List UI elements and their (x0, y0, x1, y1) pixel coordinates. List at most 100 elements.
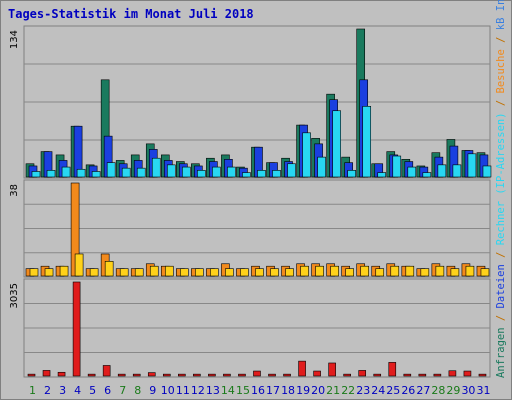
bar-kbytes-kb-day-6 (102, 365, 111, 377)
x-tick-label: 14 (221, 384, 235, 397)
bar-requests-rechner-day-14 (227, 166, 236, 178)
x-tick-label: 21 (326, 384, 340, 397)
bar-visits-rechner-day-18 (285, 268, 294, 277)
bar-kbytes-kb-day-1 (27, 373, 36, 377)
panel-requests: 134 (9, 25, 492, 179)
x-tick-label: 3 (59, 384, 66, 397)
bar-kbytes-kb-day-14 (223, 373, 231, 377)
x-tick-label: 2 (44, 384, 51, 397)
bar-visits-rechner-day-10 (164, 265, 174, 277)
legend-entry: / (495, 245, 507, 264)
bar-requests-rechner-day-7 (121, 167, 131, 178)
y-max-label: 134 (9, 30, 20, 49)
x-tick-label: 19 (296, 384, 310, 397)
bar-kbytes-kb-day-13 (208, 373, 216, 377)
bar-kbytes-kb-day-7 (117, 373, 126, 377)
x-tick-label: 29 (446, 384, 460, 397)
legend-entry: kB In (495, 0, 507, 30)
x-tick-label: 31 (476, 384, 490, 397)
legend-entry: Besuche (495, 49, 507, 93)
bar-kbytes-kb-day-17 (268, 373, 276, 377)
bar-requests-rechner-day-20 (317, 156, 326, 178)
x-tick-label: 4 (74, 384, 81, 397)
bar-requests-rechner-day-19 (302, 132, 311, 178)
bar-requests-rechner-day-23 (362, 106, 372, 178)
x-tick-label: 9 (149, 384, 156, 397)
x-tick-label: 1 (29, 384, 36, 397)
x-tick-label: 16 (251, 384, 265, 397)
x-tick-label: 28 (431, 384, 445, 397)
bar-kbytes-kb-day-19 (298, 360, 306, 377)
bar-visits-rechner-day-15 (240, 268, 249, 277)
bar-visits-rechner-day-1 (29, 268, 39, 277)
bar-visits-rechner-day-8 (134, 268, 144, 277)
bar-requests-rechner-day-21 (332, 110, 341, 178)
bar-kbytes-kb-day-27 (418, 373, 427, 377)
legend-entry: Dateien (495, 264, 507, 308)
bar-visits-rechner-day-22 (345, 268, 354, 277)
bar-requests-rechner-day-27 (422, 172, 432, 178)
bar-kbytes-kb-day-22 (343, 373, 351, 377)
bar-requests-rechner-day-9 (151, 157, 161, 178)
bar-kbytes-kb-day-29 (448, 370, 457, 377)
bar-kbytes-kb-day-12 (193, 373, 201, 377)
bar-requests-rechner-day-29 (452, 164, 462, 178)
x-tick-label: 25 (386, 384, 400, 397)
bar-kbytes-kb-day-11 (178, 373, 186, 377)
bar-visits-rechner-day-30 (465, 265, 475, 277)
legend-entry: Rechner (IP-Adressen) (495, 112, 507, 245)
bar-requests-rechner-day-10 (166, 164, 176, 178)
bar-requests-rechner-day-12 (197, 170, 206, 178)
bar-kbytes-kb-day-23 (358, 370, 367, 377)
bar-kbytes-kb-day-10 (162, 373, 171, 377)
x-tick-label: 20 (311, 384, 325, 397)
bar-requests-rechner-day-28 (437, 164, 447, 178)
bar-visits-rechner-day-25 (390, 265, 400, 277)
bar-kbytes-kb-day-24 (373, 373, 382, 377)
bar-kbytes-kb-day-18 (283, 373, 291, 377)
bar-visits-rechner-day-19 (300, 265, 309, 277)
x-tick-label: 17 (266, 384, 280, 397)
bar-visits-rechner-day-5 (89, 268, 99, 277)
bar-visits-rechner-day-9 (149, 265, 159, 277)
bar-kbytes-kb-day-9 (147, 372, 156, 377)
x-tick-label: 11 (176, 384, 190, 397)
bar-requests-rechner-day-18 (287, 163, 296, 178)
bar-requests-rechner-day-1 (31, 171, 41, 178)
right-legend: Anfragen / Dateien / Rechner (IP-Adresse… (495, 0, 507, 378)
x-tick-label: 7 (119, 384, 126, 397)
x-tick-label: 18 (281, 384, 295, 397)
x-tick-label: 26 (401, 384, 415, 397)
bar-visits-rechner-day-7 (119, 268, 129, 277)
bar-visits-rechner-day-6 (104, 261, 114, 277)
chart-title: Tages-Statistik im Monat Juli 2018 (8, 7, 254, 21)
legend-entry: Anfragen (495, 327, 507, 378)
bar-visits-rechner-day-2 (44, 268, 54, 277)
legend-entry: / (495, 30, 507, 49)
y-max-label: 3035 (9, 283, 20, 308)
legend-entry: / (495, 308, 507, 327)
panel-kbytes: 3035 (9, 278, 491, 378)
x-tick-label: 15 (236, 384, 250, 397)
bar-requests-rechner-day-22 (347, 170, 356, 178)
x-tick-label: 10 (161, 384, 175, 397)
x-tick-label: 22 (341, 384, 355, 397)
x-tick-label: 30 (461, 384, 475, 397)
panel-visits: 38 (9, 179, 491, 278)
y-max-label: 38 (9, 184, 20, 197)
x-tick-label: 23 (356, 384, 370, 397)
bar-visits-rechner-day-26 (405, 265, 415, 277)
bar-visits-rechner-day-20 (315, 265, 324, 277)
bar-kbytes-kb-day-16 (253, 370, 261, 377)
x-tick-label: 12 (191, 384, 205, 397)
bar-requests-rechner-day-8 (136, 167, 146, 178)
bar-visits-rechner-day-11 (180, 268, 189, 277)
bar-requests-rechner-day-17 (272, 170, 281, 178)
bar-visits-rechner-day-3 (59, 265, 69, 277)
bar-requests-rechner-day-13 (212, 166, 221, 178)
bar-requests-rechner-day-11 (182, 166, 191, 178)
bar-visits-rechner-day-28 (435, 265, 445, 277)
bar-kbytes-kb-day-30 (463, 370, 472, 377)
bar-requests-rechner-day-15 (242, 172, 251, 178)
